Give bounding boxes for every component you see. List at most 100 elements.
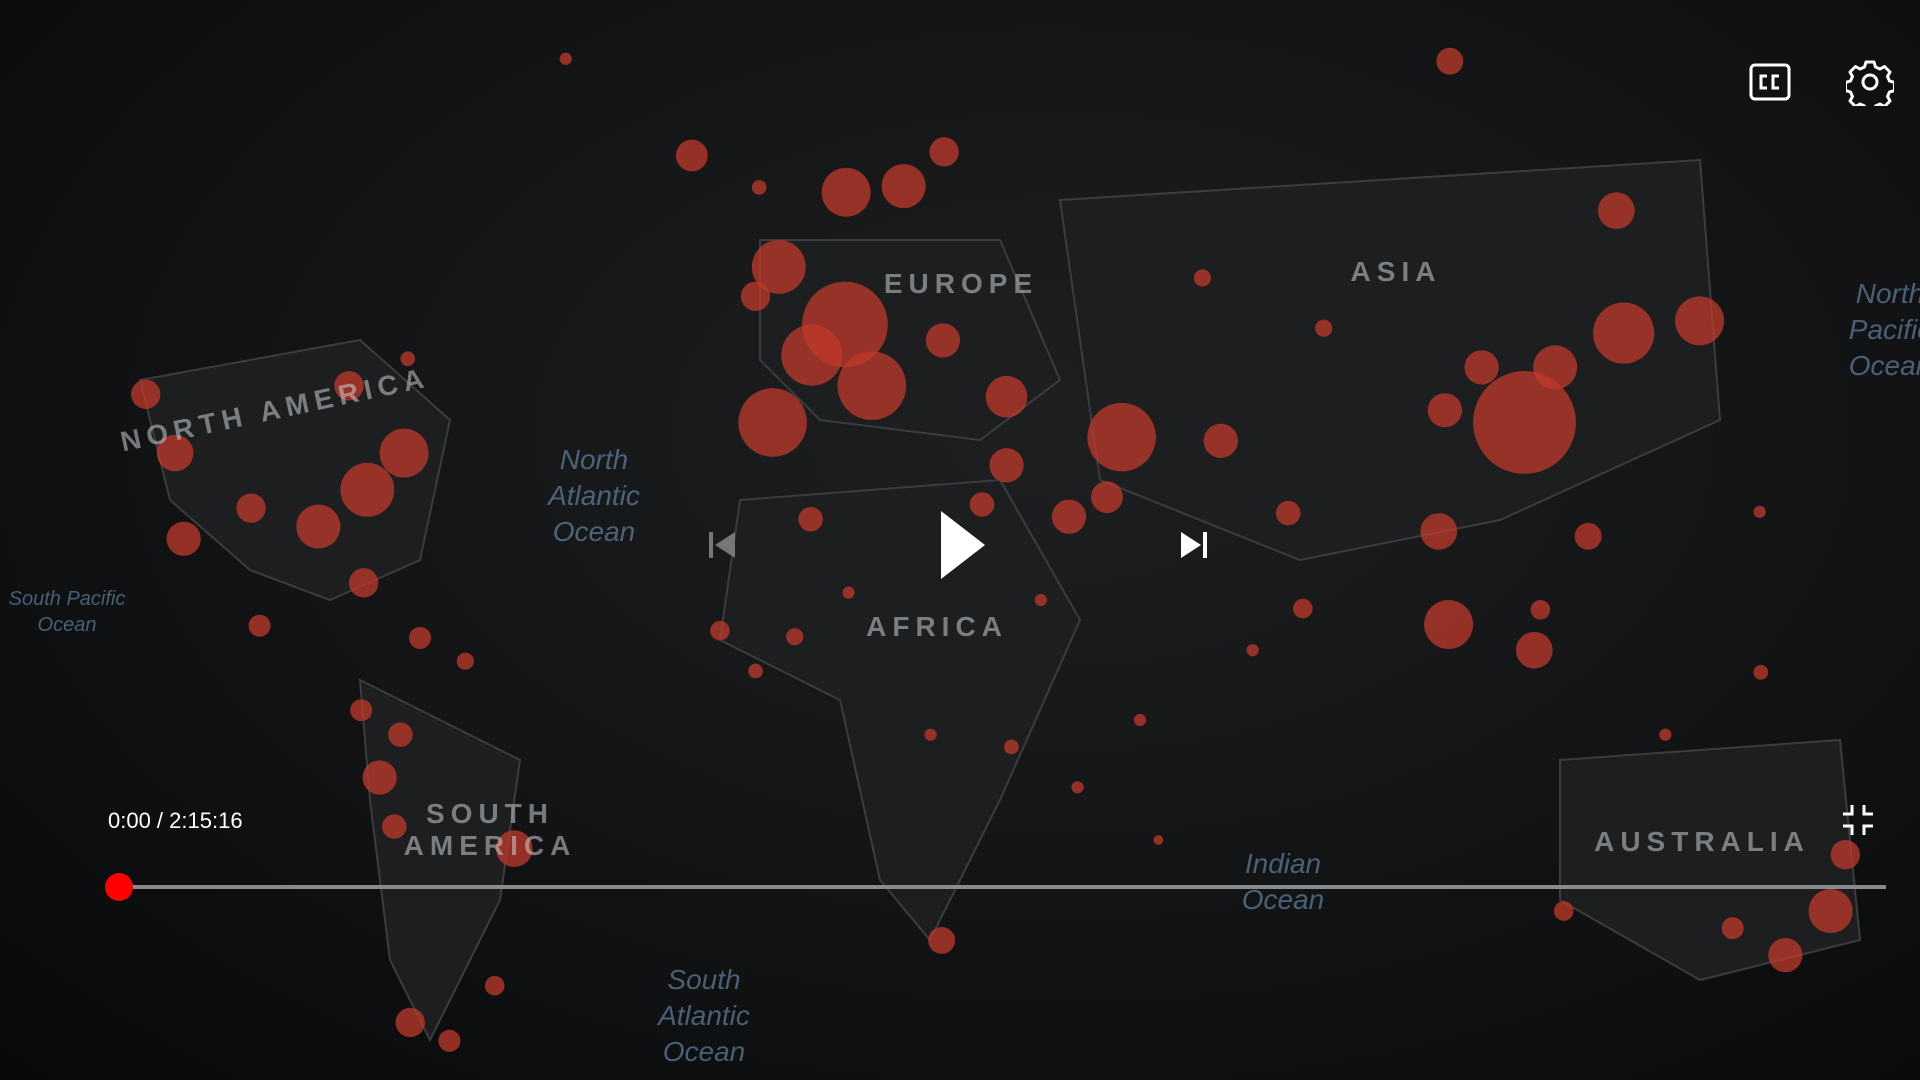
case-marker <box>969 492 995 517</box>
case-marker <box>1091 481 1123 514</box>
case-marker <box>842 586 855 599</box>
case-marker <box>156 434 194 472</box>
case-marker <box>395 1007 425 1038</box>
case-marker <box>296 504 341 549</box>
case-marker <box>985 375 1028 418</box>
case-marker <box>1593 302 1655 364</box>
case-marker <box>388 722 413 747</box>
case-marker <box>1659 728 1672 741</box>
case-marker <box>751 180 767 195</box>
case-marker <box>1464 350 1499 385</box>
case-marker <box>348 568 379 598</box>
case-marker <box>1071 781 1084 794</box>
case-marker <box>751 240 806 294</box>
case-marker <box>131 379 161 409</box>
map-label: ASIA <box>1350 256 1442 287</box>
case-marker <box>1315 319 1333 337</box>
case-marker <box>340 462 395 517</box>
case-marker <box>989 448 1024 483</box>
case-marker <box>1753 664 1769 680</box>
case-marker <box>400 351 416 367</box>
case-marker <box>350 699 373 722</box>
case-marker <box>1275 500 1301 526</box>
map-label: SOUTH AMERICA <box>403 798 577 861</box>
case-marker <box>1427 393 1463 428</box>
case-marker <box>1424 600 1474 649</box>
map-label: South Pacific Ocean <box>8 588 126 636</box>
next-button[interactable] <box>1174 525 1214 565</box>
map-label: EUROPE <box>883 268 1039 299</box>
case-marker <box>1193 269 1212 287</box>
case-marker <box>1436 47 1464 75</box>
previous-button[interactable] <box>702 525 742 565</box>
case-marker <box>1768 937 1803 973</box>
case-marker <box>925 323 961 358</box>
case-marker <box>675 139 708 172</box>
case-marker <box>1004 739 1019 755</box>
case-marker <box>786 628 804 646</box>
case-marker <box>236 493 266 523</box>
case-marker <box>1721 917 1744 940</box>
case-marker <box>1515 631 1553 669</box>
case-marker <box>928 926 956 954</box>
case-marker <box>1087 402 1156 472</box>
time-display: 0:00 / 2:15:16 <box>108 808 243 833</box>
case-marker <box>1133 713 1147 727</box>
case-marker <box>837 351 907 421</box>
case-marker <box>1153 835 1164 845</box>
map-label: North Pacific Ocean <box>1848 278 1920 381</box>
map-label: AFRICA <box>866 611 1008 642</box>
case-marker <box>1675 296 1725 346</box>
case-marker <box>379 428 429 478</box>
case-marker <box>1553 901 1574 921</box>
scrubber-handle[interactable] <box>105 873 133 901</box>
case-marker <box>438 1029 461 1052</box>
case-marker <box>1420 513 1458 550</box>
case-marker <box>1753 505 1766 518</box>
case-marker <box>1034 593 1047 607</box>
case-marker <box>929 137 959 167</box>
case-marker <box>382 814 407 839</box>
case-marker <box>1574 522 1602 550</box>
case-marker <box>821 167 871 217</box>
play-button[interactable] <box>931 505 991 585</box>
case-marker <box>748 663 763 679</box>
case-marker <box>740 281 771 312</box>
case-marker <box>738 388 807 457</box>
map-label: South Atlantic Ocean <box>658 964 750 1067</box>
case-marker <box>408 626 432 649</box>
map-label: AUSTRALIA <box>1594 826 1810 857</box>
map-label: North Atlantic Ocean <box>548 444 640 547</box>
case-marker <box>1203 423 1238 458</box>
case-marker <box>166 521 201 556</box>
case-marker <box>484 975 505 996</box>
progress-bar[interactable] <box>119 885 1886 889</box>
case-marker <box>1830 840 1861 870</box>
case-marker <box>710 620 730 641</box>
case-marker <box>798 506 823 532</box>
case-marker <box>362 760 397 795</box>
case-marker <box>781 324 843 386</box>
case-markers <box>131 47 1861 1052</box>
exit-fullscreen-button[interactable] <box>1840 802 1876 838</box>
case-marker <box>495 830 533 867</box>
case-marker <box>1051 499 1087 534</box>
case-marker <box>1530 600 1551 620</box>
case-marker <box>1808 888 1853 934</box>
case-marker <box>334 371 364 401</box>
map-label: Indian Ocean <box>1241 848 1325 915</box>
case-marker <box>456 652 474 670</box>
case-marker <box>881 164 926 209</box>
case-marker <box>924 728 937 741</box>
captions-button[interactable] <box>1748 60 1792 104</box>
case-marker <box>1293 598 1313 619</box>
settings-button[interactable] <box>1846 58 1894 106</box>
case-marker <box>559 52 572 65</box>
case-marker <box>1473 371 1576 474</box>
case-marker <box>1533 345 1578 390</box>
case-marker <box>248 614 271 637</box>
